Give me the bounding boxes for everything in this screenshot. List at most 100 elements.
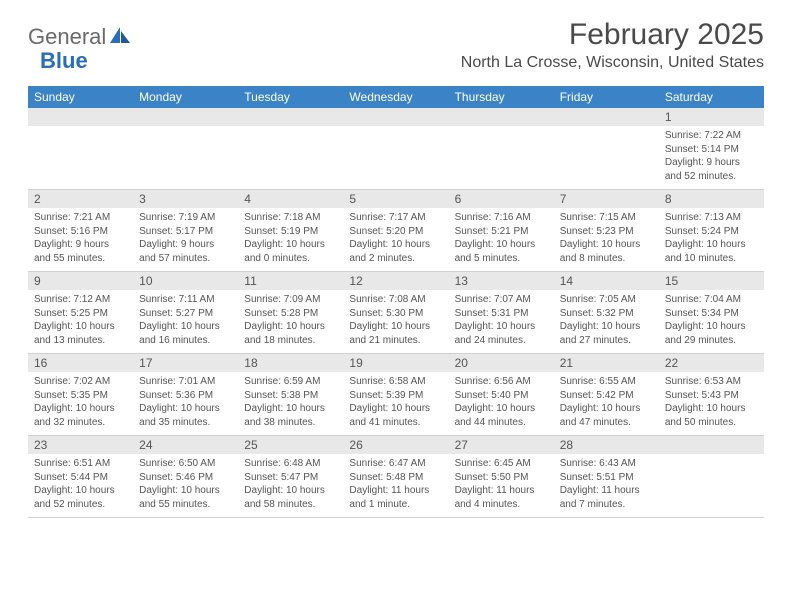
day-number: 3: [133, 190, 238, 208]
sunset-text: Sunset: 5:43 PM: [665, 389, 758, 403]
day-details: Sunrise: 6:58 AMSunset: 5:39 PMDaylight:…: [343, 372, 448, 435]
daylight-text: Daylight: 10 hours and 13 minutes.: [34, 320, 127, 347]
weekday-header: Sunday: [28, 86, 133, 108]
day-cell: 13Sunrise: 7:07 AMSunset: 5:31 PMDayligh…: [449, 272, 554, 354]
day-details: Sunrise: 6:48 AMSunset: 5:47 PMDaylight:…: [238, 454, 343, 517]
day-cell: [659, 436, 764, 518]
weekday-header: Friday: [554, 86, 659, 108]
day-cell: 11Sunrise: 7:09 AMSunset: 5:28 PMDayligh…: [238, 272, 343, 354]
daylight-text: Daylight: 10 hours and 8 minutes.: [560, 238, 653, 265]
sunrise-text: Sunrise: 6:53 AM: [665, 375, 758, 389]
day-number: 8: [659, 190, 764, 208]
sunrise-text: Sunrise: 7:16 AM: [455, 211, 548, 225]
sunset-text: Sunset: 5:25 PM: [34, 307, 127, 321]
daylight-text: Daylight: 11 hours and 4 minutes.: [455, 484, 548, 511]
daylight-text: Daylight: 10 hours and 2 minutes.: [349, 238, 442, 265]
day-details: Sunrise: 7:09 AMSunset: 5:28 PMDaylight:…: [238, 290, 343, 353]
brand-logo: General: [28, 24, 132, 50]
location-subtitle: North La Crosse, Wisconsin, United State…: [461, 54, 764, 72]
daylight-text: Daylight: 10 hours and 58 minutes.: [244, 484, 337, 511]
sunrise-text: Sunrise: 7:11 AM: [139, 293, 232, 307]
day-number: 9: [28, 272, 133, 290]
day-number: 13: [449, 272, 554, 290]
sunset-text: Sunset: 5:51 PM: [560, 471, 653, 485]
weekday-header: Saturday: [659, 86, 764, 108]
sunrise-text: Sunrise: 6:43 AM: [560, 457, 653, 471]
daylight-text: Daylight: 10 hours and 27 minutes.: [560, 320, 653, 347]
day-details: [133, 126, 238, 135]
day-number: 2: [28, 190, 133, 208]
daylight-text: Daylight: 10 hours and 21 minutes.: [349, 320, 442, 347]
title-block: February 2025 North La Crosse, Wisconsin…: [461, 18, 764, 72]
daylight-text: Daylight: 10 hours and 52 minutes.: [34, 484, 127, 511]
day-cell: [343, 108, 448, 190]
sunrise-text: Sunrise: 6:47 AM: [349, 457, 442, 471]
day-number-empty: [238, 108, 343, 126]
day-details: Sunrise: 7:04 AMSunset: 5:34 PMDaylight:…: [659, 290, 764, 353]
sunset-text: Sunset: 5:39 PM: [349, 389, 442, 403]
sunset-text: Sunset: 5:31 PM: [455, 307, 548, 321]
sunset-text: Sunset: 5:27 PM: [139, 307, 232, 321]
day-number: 26: [343, 436, 448, 454]
day-number: 4: [238, 190, 343, 208]
sunset-text: Sunset: 5:16 PM: [34, 225, 127, 239]
daylight-text: Daylight: 10 hours and 50 minutes.: [665, 402, 758, 429]
week-row: 23Sunrise: 6:51 AMSunset: 5:44 PMDayligh…: [28, 436, 764, 518]
daylight-text: Daylight: 10 hours and 55 minutes.: [139, 484, 232, 511]
sunrise-text: Sunrise: 6:56 AM: [455, 375, 548, 389]
day-details: Sunrise: 6:50 AMSunset: 5:46 PMDaylight:…: [133, 454, 238, 517]
daylight-text: Daylight: 10 hours and 16 minutes.: [139, 320, 232, 347]
day-cell: 26 Sunrise: 6:47 AMSunset: 5:48 PMDayligh…: [343, 436, 448, 518]
sunrise-text: Sunrise: 7:19 AM: [139, 211, 232, 225]
daylight-text: Daylight: 10 hours and 29 minutes.: [665, 320, 758, 347]
sunset-text: Sunset: 5:23 PM: [560, 225, 653, 239]
day-number-empty: [133, 108, 238, 126]
day-cell: 7Sunrise: 7:15 AMSunset: 5:23 PMDaylight…: [554, 190, 659, 272]
weekday-header-row: Sunday Monday Tuesday Wednesday Thursday…: [28, 86, 764, 108]
day-cell: 10Sunrise: 7:11 AMSunset: 5:27 PMDayligh…: [133, 272, 238, 354]
day-number: 27: [449, 436, 554, 454]
week-row: 16Sunrise: 7:02 AMSunset: 5:35 PMDayligh…: [28, 354, 764, 436]
day-number: 20: [449, 354, 554, 372]
day-details: Sunrise: 7:16 AMSunset: 5:21 PMDaylight:…: [449, 208, 554, 271]
daylight-text: Daylight: 11 hours and 1 minute.: [349, 484, 442, 511]
sunrise-text: Sunrise: 7:02 AM: [34, 375, 127, 389]
day-details: Sunrise: 7:21 AMSunset: 5:16 PMDaylight:…: [28, 208, 133, 271]
day-cell: 14Sunrise: 7:05 AMSunset: 5:32 PMDayligh…: [554, 272, 659, 354]
day-cell: 12 Sunrise: 7:08 AMSunset: 5:30 PMDayligh…: [343, 272, 448, 354]
daylight-text: Daylight: 10 hours and 0 minutes.: [244, 238, 337, 265]
day-number: 12: [343, 272, 448, 290]
sunset-text: Sunset: 5:30 PM: [349, 307, 442, 321]
sunrise-text: Sunrise: 7:05 AM: [560, 293, 653, 307]
sunset-text: Sunset: 5:28 PM: [244, 307, 337, 321]
day-details: Sunrise: 7:05 AMSunset: 5:32 PMDaylight:…: [554, 290, 659, 353]
day-number: 22: [659, 354, 764, 372]
day-cell: 20Sunrise: 6:56 AMSunset: 5:40 PMDayligh…: [449, 354, 554, 436]
weeks-container: 1Sunrise: 7:22 AMSunset: 5:14 PMDaylight…: [28, 108, 764, 518]
day-cell: 2Sunrise: 7:21 AMSunset: 5:16 PMDaylight…: [28, 190, 133, 272]
day-details: Sunrise: 7:22 AMSunset: 5:14 PMDaylight:…: [659, 126, 764, 189]
week-row: 2Sunrise: 7:21 AMSunset: 5:16 PMDaylight…: [28, 190, 764, 272]
day-cell: 5Sunrise: 7:17 AMSunset: 5:20 PMDaylight…: [343, 190, 448, 272]
day-cell: [238, 108, 343, 190]
day-number-empty: [449, 108, 554, 126]
sunrise-text: Sunrise: 6:51 AM: [34, 457, 127, 471]
sunset-text: Sunset: 5:48 PM: [349, 471, 442, 485]
day-number: 1: [659, 108, 764, 126]
day-details: Sunrise: 6:53 AMSunset: 5:43 PMDaylight:…: [659, 372, 764, 435]
sunrise-text: Sunrise: 7:18 AM: [244, 211, 337, 225]
brand-sail-icon: [110, 27, 130, 48]
sunset-text: Sunset: 5:47 PM: [244, 471, 337, 485]
day-cell: 9Sunrise: 7:12 AMSunset: 5:25 PMDaylight…: [28, 272, 133, 354]
week-row: 9Sunrise: 7:12 AMSunset: 5:25 PMDaylight…: [28, 272, 764, 354]
day-cell: [28, 108, 133, 190]
day-details: Sunrise: 6:43 AMSunset: 5:51 PMDaylight:…: [554, 454, 659, 517]
day-number: 14: [554, 272, 659, 290]
sunrise-text: Sunrise: 7:08 AM: [349, 293, 442, 307]
day-cell: 25Sunrise: 6:48 AMSunset: 5:47 PMDayligh…: [238, 436, 343, 518]
sunrise-text: Sunrise: 6:50 AM: [139, 457, 232, 471]
week-row: 1Sunrise: 7:22 AMSunset: 5:14 PMDaylight…: [28, 108, 764, 190]
sunrise-text: Sunrise: 7:21 AM: [34, 211, 127, 225]
day-number: 6: [449, 190, 554, 208]
day-number: 17: [133, 354, 238, 372]
